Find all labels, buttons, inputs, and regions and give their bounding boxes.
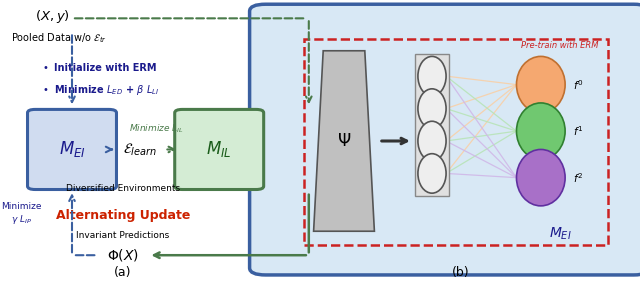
Text: •: • [43, 85, 49, 95]
Text: (b): (b) [452, 266, 470, 279]
Ellipse shape [418, 121, 446, 161]
Ellipse shape [516, 149, 565, 206]
Text: $M_{EI}$: $M_{EI}$ [548, 226, 572, 242]
Ellipse shape [516, 103, 565, 159]
FancyBboxPatch shape [250, 4, 640, 275]
Ellipse shape [418, 154, 446, 193]
Text: Pooled Data w/o $\mathcal{E}_{tr}$: Pooled Data w/o $\mathcal{E}_{tr}$ [11, 31, 107, 45]
Text: Pre-train with ERM: Pre-train with ERM [521, 41, 598, 50]
Ellipse shape [516, 56, 565, 113]
Text: $\mathcal{E}_{learn}$: $\mathcal{E}_{learn}$ [123, 141, 157, 158]
Text: $f^2$: $f^2$ [573, 171, 583, 184]
Text: $\Psi$: $\Psi$ [337, 132, 351, 150]
Text: $M_{EI}$: $M_{EI}$ [59, 140, 85, 159]
Text: $f^1$: $f^1$ [573, 124, 583, 138]
Text: •: • [43, 63, 49, 73]
Text: $M_{IL}$: $M_{IL}$ [207, 140, 232, 159]
Ellipse shape [418, 89, 446, 128]
FancyBboxPatch shape [415, 54, 449, 196]
FancyBboxPatch shape [175, 109, 264, 190]
Text: Invariant Predictions: Invariant Predictions [76, 231, 170, 240]
Text: Minimize $L_{ED}$ + $\beta$ $L_{LI}$: Minimize $L_{ED}$ + $\beta$ $L_{LI}$ [54, 83, 160, 97]
Ellipse shape [418, 56, 446, 96]
Text: Minimize $L_{IL}$: Minimize $L_{IL}$ [129, 122, 184, 135]
Text: Alternating Update: Alternating Update [56, 209, 190, 222]
Text: Diversified Environments: Diversified Environments [66, 184, 180, 193]
Text: $f^0$: $f^0$ [573, 78, 583, 91]
FancyBboxPatch shape [28, 109, 116, 190]
Text: Minimize
$\gamma$ $L_{IP}$: Minimize $\gamma$ $L_{IP}$ [1, 202, 42, 226]
Polygon shape [314, 51, 374, 231]
Text: Initialize with ERM: Initialize with ERM [54, 63, 157, 73]
Text: $(X, y)$: $(X, y)$ [35, 8, 70, 25]
Text: (a): (a) [114, 266, 132, 279]
Text: $\Phi(X)$: $\Phi(X)$ [107, 247, 139, 263]
